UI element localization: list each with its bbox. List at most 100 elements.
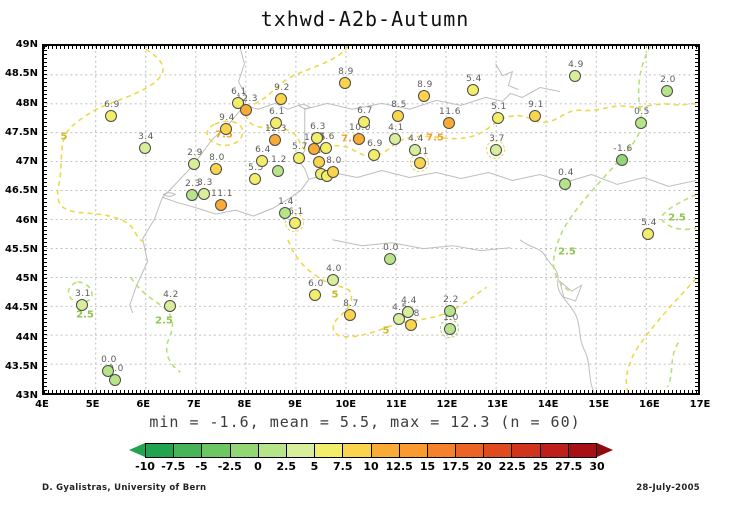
contour-ring: [440, 319, 459, 338]
station-dot: [414, 157, 426, 169]
station-dot: [109, 374, 121, 386]
station-value-label: 2.2: [443, 295, 459, 305]
colorbar-cell: [371, 444, 400, 457]
station-dot: [358, 116, 370, 128]
colorbar-tick-label: 17.5: [442, 460, 470, 473]
y-axis-label: 47N: [15, 156, 38, 167]
station-value-label: 8.9: [417, 80, 433, 90]
y-axis-label: 44N: [15, 331, 38, 343]
station-value-label: 3.3: [197, 178, 213, 188]
station-dot: [384, 253, 396, 265]
x-axis-label: 11E: [385, 399, 407, 410]
station-dot: [210, 163, 222, 175]
station-dot: [164, 300, 176, 312]
station-dot: [198, 188, 210, 200]
frame-minor-ticks-left: [44, 46, 47, 393]
map-vector-layer: [45, 46, 697, 393]
station-dot: [308, 143, 320, 155]
colorbar-cell: [315, 444, 344, 457]
station-dot: [353, 133, 365, 145]
station-value-label: 8.0: [326, 156, 342, 166]
station-dot: [339, 77, 351, 89]
station-dot: [327, 274, 339, 286]
station-dot: [270, 117, 282, 129]
x-axis-label: 16E: [639, 399, 660, 410]
station-value-label: 2.3: [185, 179, 201, 189]
contour-2p5-lines: [67, 46, 697, 388]
map-area: 6.9 3.4 2.9 8.0 9.4 6.1 12.3 9.2 6.1 12.3 6.4 5.5 1.…: [42, 44, 700, 395]
station-dot: [444, 305, 456, 317]
colorbar-tick-label: 7.5: [333, 460, 353, 473]
station-value-label: 11.1: [210, 189, 234, 199]
y-axis-label: 43.5N: [4, 360, 38, 372]
station-value-label: 0.0: [101, 355, 117, 365]
station-value-label: 0.4: [558, 168, 574, 178]
colorbar-strip: [145, 443, 597, 458]
colorbar-tick-label: -2.5: [217, 460, 242, 473]
x-axis-label: 8E: [237, 399, 252, 410]
colorbar-tick-label: 2.5: [276, 460, 297, 473]
contour-value-label: 2.5: [155, 315, 173, 327]
contour-5-lines: [56, 46, 697, 393]
station-dot: [220, 123, 232, 135]
station-dot: [327, 166, 339, 178]
station-value-label: 5.1: [491, 102, 507, 112]
station-value-label: 8.0: [209, 153, 225, 163]
station-dot: [105, 110, 117, 122]
station-value-label: 6.1: [269, 107, 285, 117]
station-value-label: 4.9: [568, 60, 584, 70]
station-dot: [320, 142, 332, 154]
contour-value-label: 5: [382, 325, 390, 337]
colorbar-tick-label: 27.5: [555, 460, 583, 473]
y-axis-label: 43N: [15, 390, 38, 401]
station-dot: [76, 299, 88, 311]
station-value-label: 0.5: [634, 107, 650, 117]
station-value-label: 2.9: [187, 148, 203, 158]
colorbar-tick-label: 20: [476, 460, 492, 473]
station-value-label: 5.4: [466, 74, 482, 84]
contour-value-label: 5: [331, 289, 339, 301]
x-axis-label: 15E: [588, 399, 610, 410]
station-dot: [405, 319, 417, 331]
contour-ring: [486, 140, 505, 159]
station-value-label: 12.3: [235, 94, 259, 104]
station-value-label: 1.4: [278, 197, 294, 207]
station-value-label: 12.3: [264, 124, 288, 134]
colorbar-cell: [427, 444, 457, 457]
y-axis-label: 45.5N: [4, 243, 38, 255]
station-value-label: 4.0: [326, 264, 342, 274]
station-dot: [186, 189, 198, 201]
station-dot: [490, 144, 502, 156]
chart-title: txhwd-A2b-Autumn: [260, 7, 470, 31]
x-axis-label: 5E: [85, 399, 100, 410]
station-value-label: 3.1: [75, 289, 91, 299]
station-value-label: 5.7: [292, 142, 308, 152]
station-value-label: 8.9: [338, 67, 354, 77]
colorbar-cell: [456, 444, 485, 457]
station-value-label: 3.7: [489, 134, 505, 144]
station-value-label: 4.5: [392, 303, 408, 313]
colorbar-tick-label: 5: [310, 460, 319, 473]
x-axis-label: 17E: [689, 399, 711, 410]
station-dot: [313, 156, 325, 168]
station-value-label: 4.1: [388, 123, 404, 133]
station-value-label: 1.0: [443, 313, 459, 323]
station-value-label: 4.4: [408, 134, 424, 144]
station-value-label: 7.8: [312, 146, 328, 156]
footer-credit: D. Gyalistras, University of Bern: [42, 483, 207, 493]
contour-value-label: 7.5: [341, 133, 359, 145]
station-dot: [443, 117, 455, 129]
station-value-label: 6.9: [104, 100, 120, 110]
station-dot: [240, 104, 252, 116]
station-value-label: 6.4: [255, 145, 271, 155]
station-value-label: 6.1: [288, 207, 304, 217]
station-value-label: 1.2: [271, 155, 287, 165]
colorbar-tick-label: 30: [589, 460, 605, 473]
frame-minor-ticks-right: [695, 46, 698, 393]
colorbar-tick-label: 12.5: [385, 460, 413, 473]
station-dot: [392, 110, 404, 122]
colorbar-tick-label: -10: [135, 460, 155, 473]
station-value-label: 3.4: [138, 132, 154, 142]
y-axis-label: 45N: [15, 273, 38, 284]
station-value-label: 5.6: [319, 132, 335, 142]
